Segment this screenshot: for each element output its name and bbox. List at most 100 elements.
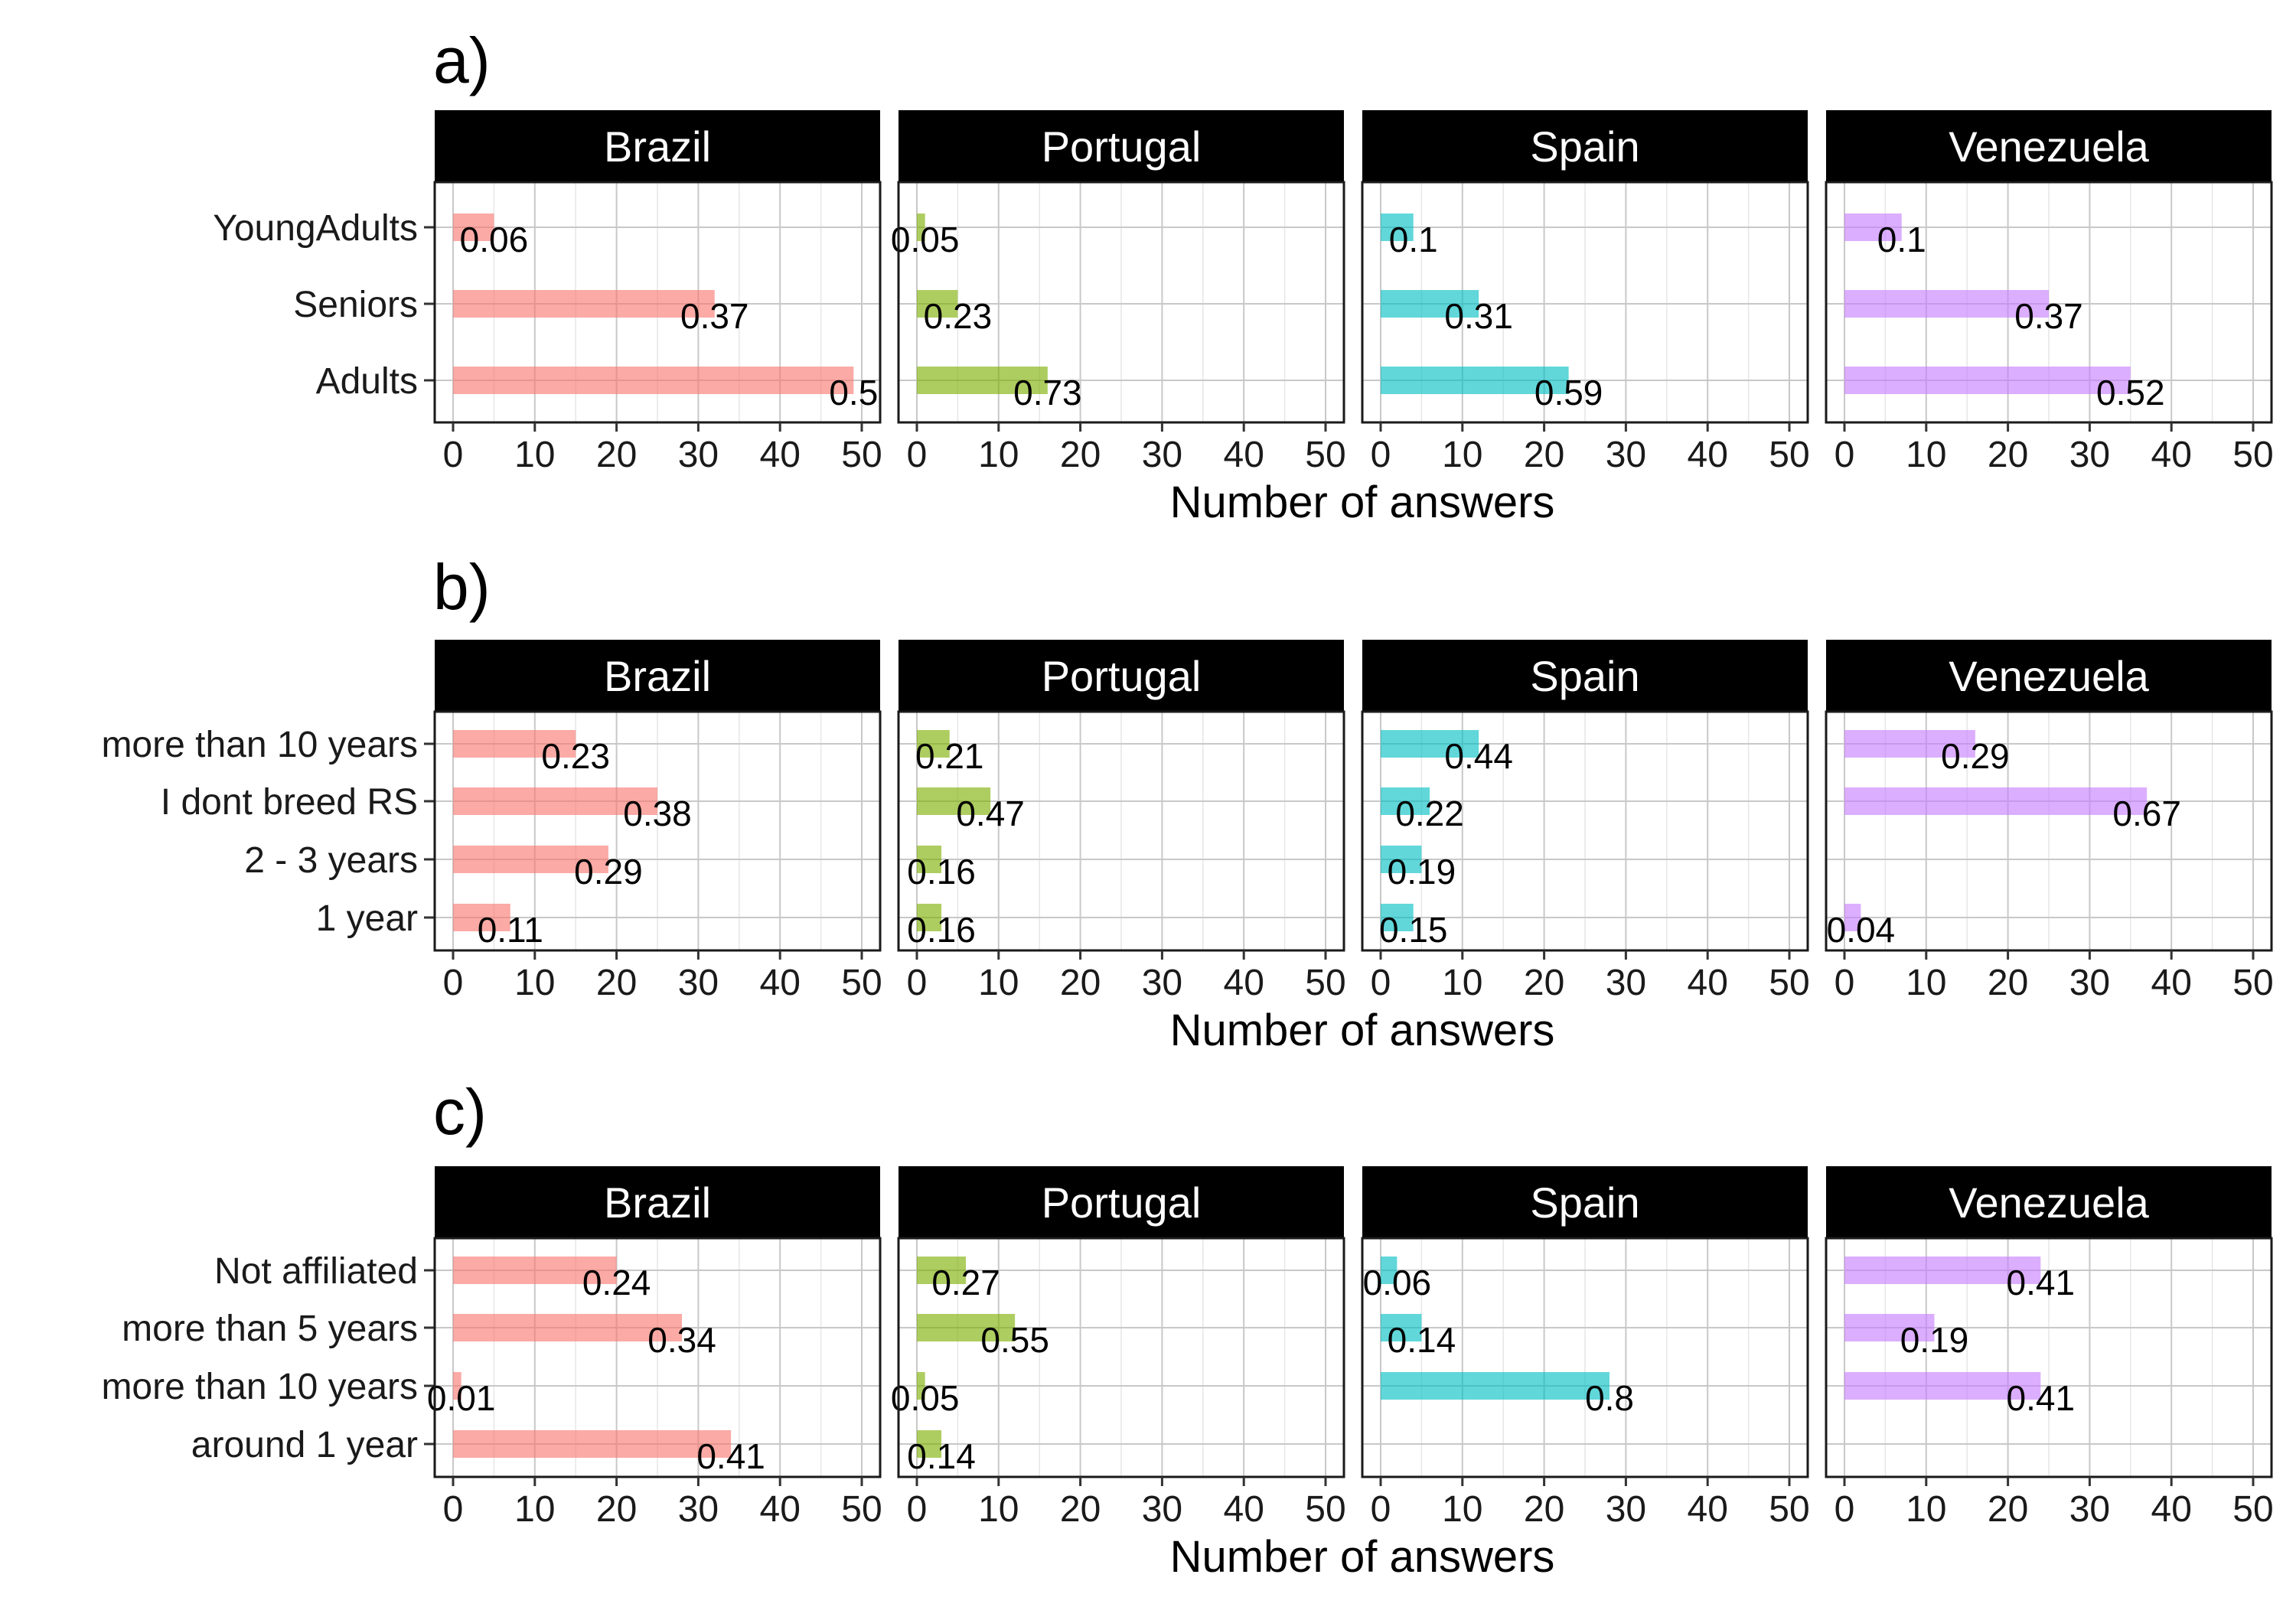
bar [453,290,715,318]
bar-value-label: 0.41 [2007,1378,2076,1418]
bar [1844,214,1902,241]
bar-value-label: 0.38 [623,794,692,833]
bar [1381,1372,1610,1400]
x-tick-label: 10 [978,435,1019,475]
bar [917,367,1048,394]
x-tick-label: 50 [1305,1489,1345,1530]
x-tick-label: 20 [1524,1489,1564,1530]
bar [917,290,958,318]
x-tick-label: 30 [1142,963,1182,1003]
bar [917,1430,942,1458]
bar [1381,367,1569,394]
panel-border [897,1237,1345,1478]
bar [1844,367,2131,394]
bar [917,730,950,758]
x-tick-label: 10 [1906,963,1946,1003]
x-tick-label: 30 [2069,963,2110,1003]
x-tick-label: 0 [907,963,928,1003]
panel-block-3: c) Not affiliated more than 5 years more th… [101,1076,2273,1582]
x-tick-label: 30 [1142,1489,1182,1530]
x-tick-label: 10 [514,435,555,475]
bar [453,787,657,815]
x-tick-label: 10 [1442,963,1482,1003]
facet-strip-label: Brazil [604,652,711,700]
facet-venezuela: Venezuela 0.1 0.37 0.52 0 10 20 30 40 50 [1825,110,2274,475]
x-axis-title: Number of answers [1170,1006,1555,1055]
x-axis-title: Number of answers [1170,478,1555,527]
bar-value-label: 0.1 [1877,220,1926,259]
y-tick-label: more than 10 years [101,1367,418,1407]
x-tick-label: 50 [1305,963,1345,1003]
bar-value-label: 0.23 [924,296,993,336]
x-tick-label: 50 [1769,963,1809,1003]
bar-value-label: 0.8 [1585,1378,1634,1418]
bar [1844,1314,1935,1341]
facet-spain: Spain 0.44 0.22 0.19 0.15 0 10 20 30 40 50 [1361,640,1810,1003]
x-tick-label: 30 [2069,1489,2110,1530]
facet-strip-label: Spain [1530,1178,1639,1227]
bar [917,787,991,815]
y-tick-label: YoungAdults [213,208,418,249]
bar-value-label: 0.41 [2007,1263,2076,1302]
x-tick-label: 40 [1688,963,1728,1003]
bar [1381,1257,1397,1284]
bar-value-label: 0.11 [478,910,543,950]
bar [453,367,854,394]
bar-value-label: 0.31 [1444,296,1513,336]
x-tick-label: 0 [907,435,928,475]
y-tick-label: Seniors [293,285,418,325]
bar-value-label: 0.16 [907,910,976,950]
bar [1844,1257,2041,1284]
x-tick-label: 20 [1060,1489,1101,1530]
bar-value-label: 0.22 [1395,794,1464,833]
bar [453,904,510,931]
bar-value-label: 0.41 [696,1436,765,1476]
bar-value-label: 0.37 [2014,296,2083,336]
x-tick-label: 0 [1371,1489,1391,1530]
panel-border [1825,710,2273,952]
x-tick-label: 40 [1688,1489,1728,1530]
y-tick-label: 1 year [316,898,418,939]
x-tick-label: 50 [1305,435,1345,475]
bar-value-label: 0.29 [574,852,643,892]
panel-block-2: b) more than 10 years I dont breed RS 2 - 3… [101,551,2273,1055]
panel-border [1361,181,1809,424]
x-tick-label: 20 [1524,963,1564,1003]
facet-strip-label: Portugal [1042,122,1202,171]
bar [917,846,942,873]
x-tick-label: 20 [1060,963,1101,1003]
bar [1381,787,1430,815]
bar-value-label: 0.01 [427,1378,496,1418]
facet-strip-label: Portugal [1042,652,1202,700]
x-tick-label: 40 [760,963,801,1003]
facet-venezuela: Venezuela 0.41 0.19 0.41 0 10 20 30 40 50 [1825,1166,2274,1530]
bar [1844,1372,2041,1400]
x-tick-label: 50 [841,1489,882,1530]
x-tick-label: 20 [596,435,637,475]
bar-value-label: 0.05 [891,220,960,259]
bar-value-label: 0.23 [541,736,610,776]
bar [917,214,925,241]
x-tick-label: 0 [1371,963,1391,1003]
bar-value-label: 0.15 [1379,910,1448,950]
x-tick-label: 50 [1769,435,1809,475]
panel-tag: a) [433,24,491,96]
bar [453,1314,683,1341]
facet-strip-label: Venezuela [1949,122,2149,171]
panel-border [1825,1237,2273,1478]
x-tick-label: 40 [1224,963,1264,1003]
bar-value-label: 0.04 [1827,910,1896,950]
x-tick-label: 20 [1060,435,1101,475]
x-tick-label: 20 [1988,435,2028,475]
facet-spain: Spain 0.06 0.14 0.8 0 10 20 30 40 50 [1361,1166,1810,1530]
bar [453,1430,732,1458]
facet-strip [1826,640,2272,712]
panel-border [433,710,882,952]
facet-strip-label: Venezuela [1949,1178,2149,1227]
facet-strip [899,110,1344,182]
facet-strip [435,640,880,712]
bar [1844,904,1861,931]
x-tick-label: 0 [443,963,464,1003]
x-tick-label: 50 [841,963,882,1003]
bar-value-label: 0.06 [460,220,529,259]
